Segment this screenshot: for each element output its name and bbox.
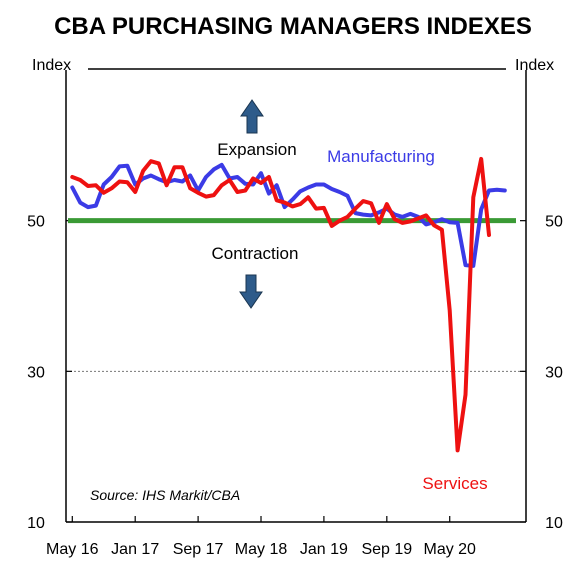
ytick-label-right: 50 [545,214,563,231]
ytick-label-left: 10 [27,515,45,532]
ytick-label-left: 50 [27,214,45,231]
xtick-label: Sep 19 [361,541,412,558]
y-axis-label-left: Index [32,57,71,74]
y-ticks: 10 10 30 30 50 50 [27,214,563,532]
down-arrow-icon [239,274,263,309]
xtick-label: Sep 17 [173,541,224,558]
series-layer [70,156,507,453]
xtick-label: Jan 19 [300,541,348,558]
xtick-label: Jan 17 [111,541,159,558]
x-ticks: May 16 Jan 17 Sep 17 May 18 Jan 19 Sep 19 May … [46,516,476,558]
xtick-label: May 18 [235,541,288,558]
series-label-manufacturing: Manufacturing [327,147,435,166]
ytick-label-left: 30 [27,364,45,381]
expansion-label: Expansion [217,140,296,159]
up-arrow-icon [240,99,264,134]
y-axis-label-right: Index [515,57,554,74]
ytick-label-right: 10 [545,515,563,532]
series-line-services [70,156,491,453]
contraction-label: Contraction [212,244,299,263]
chart-title: CBA PURCHASING MANAGERS INDEXES [54,13,532,40]
series-label-services: Services [422,474,487,493]
ytick-label-right: 30 [545,364,563,381]
xtick-label: May 20 [423,541,476,558]
source-note: Source: IHS Markit/CBA [90,487,240,503]
xtick-label: May 16 [46,541,99,558]
